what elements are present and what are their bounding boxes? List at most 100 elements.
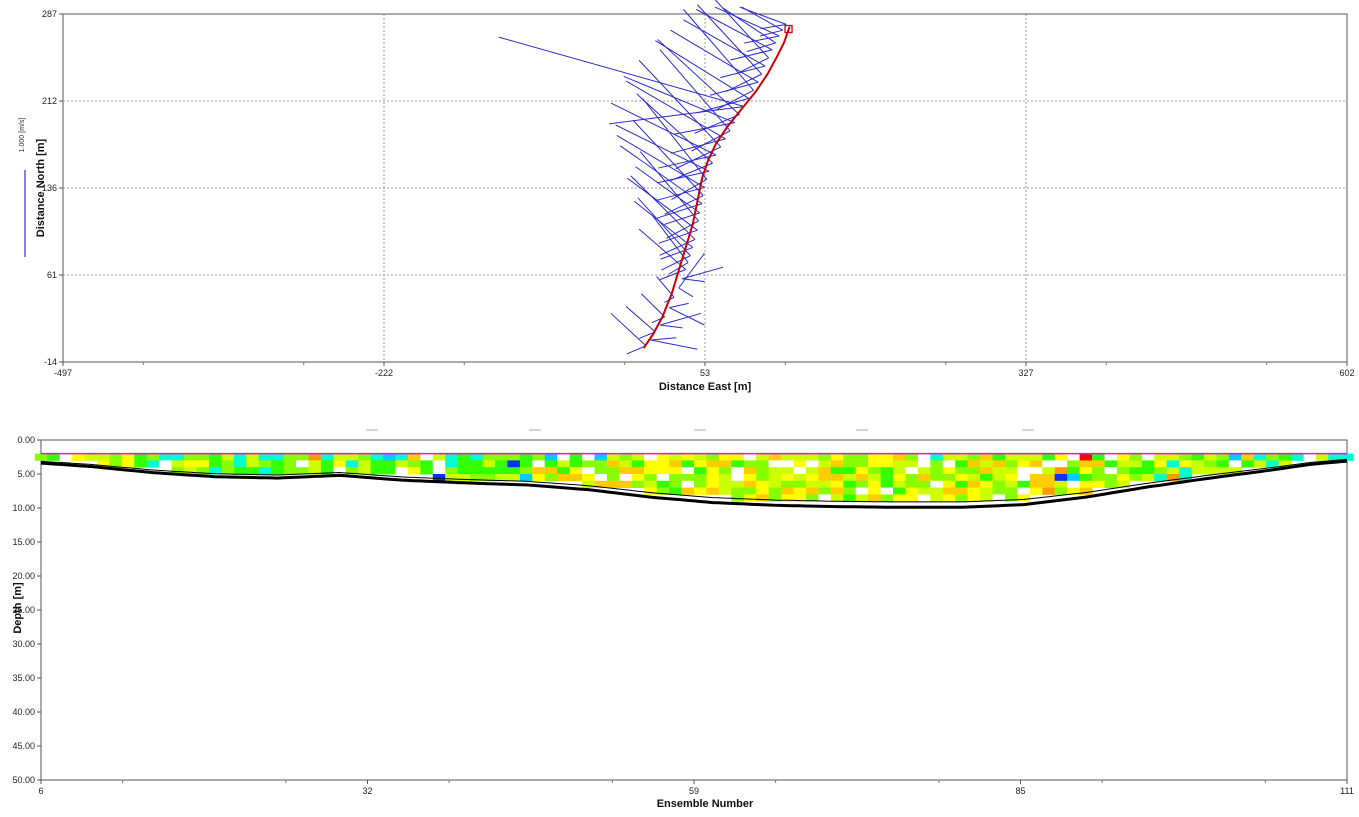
velocity-cell: [980, 487, 994, 495]
velocity-cell: [1141, 460, 1155, 468]
velocity-cell: [781, 453, 795, 461]
velocity-cell: [805, 453, 819, 461]
velocity-cell: [718, 460, 732, 468]
velocity-cell: [1216, 460, 1230, 468]
velocity-cell: [818, 453, 832, 461]
velocity-cell: [731, 494, 745, 502]
velocity-cell: [1005, 460, 1018, 468]
velocity-cell: [843, 474, 857, 482]
velocity-cell: [818, 494, 832, 502]
contour-y-tick-label: 50.00: [12, 775, 35, 785]
velocity-cell: [855, 467, 869, 475]
track-x-tick-label: -497: [54, 368, 72, 378]
velocity-cell: [532, 467, 546, 475]
velocity-cell: [196, 453, 210, 461]
velocity-cell: [445, 453, 459, 461]
velocity-cell: [594, 460, 608, 468]
velocity-cell: [1179, 467, 1193, 475]
velocity-cell: [868, 494, 882, 502]
velocity-cell: [1228, 467, 1242, 475]
velocity-stick: [714, 89, 754, 111]
velocity-cell: [631, 460, 645, 468]
velocity-cell: [905, 453, 919, 461]
velocity-cell: [805, 494, 819, 502]
velocity-cell: [358, 453, 372, 461]
velocity-cell: [706, 453, 720, 461]
velocity-cell: [395, 467, 409, 475]
velocity-cell: [420, 460, 434, 468]
velocity-cell: [930, 474, 944, 482]
velocity-cell: [619, 453, 633, 461]
velocity-cell: [1116, 480, 1130, 488]
velocity-cell: [818, 460, 832, 468]
velocity-cell: [619, 467, 633, 475]
velocity-cell: [320, 460, 334, 468]
velocity-cell: [706, 487, 720, 495]
velocity-cell: [184, 460, 197, 468]
velocity-cell: [855, 460, 869, 468]
velocity-cell: [955, 494, 969, 502]
velocity-cell: [233, 460, 247, 468]
track-plot-x-ticks: -497 -222 53 327 602: [54, 362, 1355, 378]
velocity-cell: [731, 474, 745, 482]
velocity-cell: [1204, 467, 1217, 475]
velocity-cell: [868, 460, 882, 468]
velocity-cell: [159, 460, 173, 468]
velocity-cell: [457, 453, 471, 461]
track-plot: -497 -222 53 327 602 -14 61 136 212 287 Distance…: [19, 0, 1355, 393]
velocity-cell: [1154, 453, 1168, 461]
contour-y-tick-label: 35.00: [12, 673, 35, 683]
velocity-cell: [955, 453, 969, 461]
velocity-cell: [619, 460, 633, 468]
velocity-cell: [694, 460, 707, 468]
velocity-cell: [308, 460, 322, 468]
velocity-cell: [681, 487, 695, 495]
velocity-cell: [930, 460, 944, 468]
velocity-cell: [1179, 474, 1193, 482]
velocity-cell: [370, 467, 384, 475]
velocity-cell: [97, 453, 110, 461]
velocity-stick: [697, 97, 749, 114]
velocity-cell: [980, 453, 994, 461]
velocity-cell: [619, 474, 633, 482]
velocity-cell: [544, 453, 558, 461]
velocity-cell: [345, 460, 359, 468]
velocity-cell: [756, 453, 770, 461]
velocity-cell: [1092, 460, 1105, 468]
velocity-cell: [345, 453, 359, 461]
velocity-cell: [955, 460, 969, 468]
velocity-cell: [1228, 453, 1242, 461]
velocity-cell: [1042, 467, 1056, 475]
velocity-stick: [739, 6, 787, 25]
velocity-cell: [1054, 453, 1068, 461]
velocity-cell: [830, 453, 844, 461]
velocity-stick: [691, 130, 731, 152]
velocity-cell: [942, 460, 956, 468]
velocity-stick: [678, 253, 705, 289]
velocity-cell: [432, 460, 446, 468]
velocity-cell: [146, 453, 160, 461]
contour-x-tick-label: 85: [1015, 786, 1025, 796]
velocity-cell: [681, 453, 695, 461]
velocity-stick: [627, 177, 698, 231]
velocity-cell: [370, 460, 384, 468]
velocity-cell: [432, 474, 446, 482]
velocity-cell: [868, 487, 882, 495]
velocity-cell: [507, 460, 521, 468]
velocity-cell: [644, 480, 658, 488]
velocity-cell: [793, 453, 807, 461]
velocity-cell: [233, 467, 247, 475]
velocity-cell: [793, 460, 807, 468]
velocity-stick: [709, 81, 759, 96]
contour-plot-x-ticks: 6 32 59 85 111: [38, 780, 1354, 796]
velocity-stick: [664, 195, 704, 215]
velocity-cell: [855, 487, 869, 495]
velocity-cell: [34, 453, 48, 461]
velocity-cell: [880, 487, 894, 495]
velocity-cell: [1129, 453, 1143, 461]
velocity-cell: [880, 467, 894, 475]
velocity-cell: [644, 460, 658, 468]
velocity-cell: [805, 480, 819, 488]
velocity-stick: [659, 238, 696, 256]
velocity-cell: [271, 453, 285, 461]
